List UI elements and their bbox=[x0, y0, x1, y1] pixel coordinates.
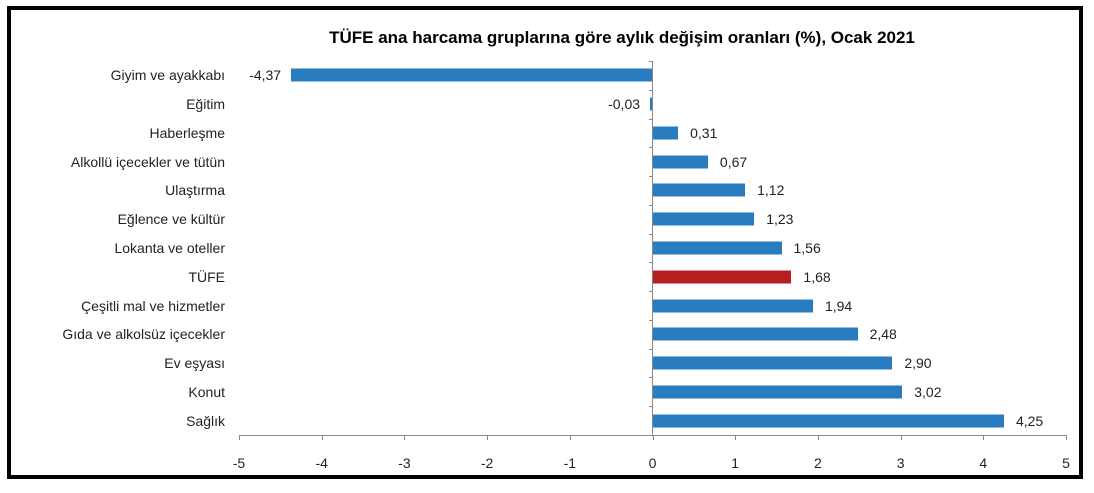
y-tick bbox=[648, 118, 653, 120]
y-tick bbox=[648, 406, 653, 408]
category-label: Ev eşyası bbox=[164, 355, 225, 372]
value-label: 1,12 bbox=[757, 182, 785, 199]
bar bbox=[652, 414, 1004, 428]
chart-title: TÜFE ana harcama gruplarına göre aylık d… bbox=[329, 28, 915, 47]
y-tick bbox=[648, 233, 653, 235]
x-tick bbox=[817, 435, 819, 440]
category-label: Haberleşme bbox=[149, 124, 225, 141]
x-tick-label: -3 bbox=[398, 455, 411, 471]
x-tick-label: -2 bbox=[480, 455, 494, 471]
x-tick-label: -5 bbox=[232, 455, 246, 471]
y-tick bbox=[648, 291, 653, 293]
y-tick bbox=[648, 176, 653, 178]
y-tick bbox=[648, 204, 653, 206]
value-label: 2,90 bbox=[904, 355, 932, 372]
value-label: 1,56 bbox=[793, 240, 821, 256]
category-label: Alkollü içecekler ve tütün bbox=[70, 153, 225, 170]
x-tick bbox=[652, 435, 654, 440]
x-tick-label: 0 bbox=[648, 455, 657, 471]
category-label: Gıda ve alkolsüz içecekler bbox=[62, 326, 225, 343]
bar bbox=[652, 327, 858, 341]
y-tick bbox=[648, 147, 653, 149]
bar bbox=[652, 385, 903, 399]
x-tick bbox=[983, 435, 985, 440]
category-label: Ulaştırma bbox=[165, 182, 225, 199]
value-label: -0,03 bbox=[608, 96, 641, 113]
y-tick bbox=[648, 262, 653, 264]
y-tick bbox=[648, 377, 653, 379]
x-tick bbox=[735, 435, 737, 440]
x-tick-label: 5 bbox=[1062, 455, 1070, 471]
bar bbox=[652, 183, 746, 197]
category-label: Lokanta ve oteller bbox=[114, 240, 225, 256]
bar bbox=[652, 126, 679, 140]
x-tick-label: 1 bbox=[731, 455, 740, 471]
x-tick bbox=[900, 435, 902, 440]
value-label: 1,68 bbox=[803, 268, 831, 285]
x-tick bbox=[321, 435, 323, 440]
value-label: 0,31 bbox=[690, 124, 718, 141]
bar bbox=[652, 155, 708, 169]
category-label: Eğitim bbox=[186, 96, 225, 113]
y-tick bbox=[648, 89, 653, 91]
category-label: TÜFE bbox=[188, 268, 225, 285]
category-label: Eğlence ve kültür bbox=[117, 211, 225, 228]
x-tick bbox=[1066, 435, 1067, 440]
bar bbox=[652, 241, 782, 255]
y-tick bbox=[648, 348, 653, 350]
category-label: Giyim ve ayakkabı bbox=[110, 67, 225, 84]
y-tick bbox=[648, 319, 653, 321]
value-label: 2,48 bbox=[869, 326, 897, 343]
value-label: 4,25 bbox=[1015, 412, 1044, 429]
x-tick bbox=[404, 435, 406, 440]
bar bbox=[291, 68, 653, 82]
value-label: -4,37 bbox=[249, 67, 282, 84]
category-label: Çeşitli mal ve hizmetler bbox=[81, 297, 225, 314]
value-label: 0,67 bbox=[719, 153, 748, 170]
x-tick-label: -1 bbox=[563, 455, 577, 471]
x-tick-label: 2 bbox=[813, 455, 822, 471]
x-tick-label: 4 bbox=[979, 455, 988, 471]
chart-frame bbox=[7, 6, 1083, 479]
value-label: 1,94 bbox=[824, 297, 853, 314]
value-label: 1,23 bbox=[766, 211, 794, 228]
category-label: Konut bbox=[188, 383, 225, 400]
x-tick bbox=[569, 435, 571, 440]
bar bbox=[652, 212, 755, 226]
bar bbox=[652, 356, 893, 370]
value-label: 3,02 bbox=[914, 383, 942, 400]
x-tick bbox=[239, 435, 240, 440]
x-tick bbox=[487, 435, 489, 440]
bar bbox=[652, 299, 813, 313]
bar bbox=[652, 270, 792, 284]
x-tick-label: -4 bbox=[315, 455, 328, 471]
category-label: Sağlık bbox=[186, 412, 225, 429]
y-tick bbox=[648, 61, 653, 62]
x-tick-label: 3 bbox=[896, 455, 905, 471]
bar bbox=[650, 97, 653, 111]
